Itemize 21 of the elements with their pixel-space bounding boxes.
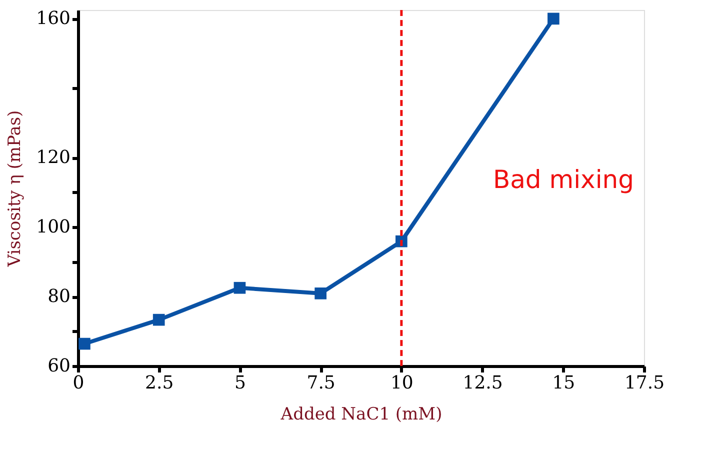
x-tick-label: 5 (234, 372, 246, 394)
y-tick-label: 60 (48, 356, 70, 376)
x-tick-label: 17.5 (624, 372, 665, 394)
point (548, 12, 560, 25)
point (314, 287, 326, 300)
x-tick-label: 10 (390, 372, 414, 394)
annotation: Bad mixing (492, 165, 634, 194)
y-tick-label: 80 (48, 286, 70, 308)
y-tick-label: 120 (36, 147, 70, 168)
x-tick-label: 15 (552, 372, 576, 394)
point (152, 314, 165, 326)
point (78, 338, 90, 350)
x-tick-label: 7.5 (306, 372, 336, 394)
y-tick-label: 160 (36, 8, 70, 30)
y-tick-label: 100 (36, 216, 70, 238)
x-axis-title: Added NaC1 (mM) (280, 404, 442, 424)
y-axis-title: Viscosity η (mPas) (5, 110, 26, 268)
point (234, 282, 246, 294)
x-tick-label: 12.5 (462, 372, 503, 394)
x-tick-label: 2.5 (145, 372, 174, 394)
x-tick-label: 0 (72, 372, 84, 394)
